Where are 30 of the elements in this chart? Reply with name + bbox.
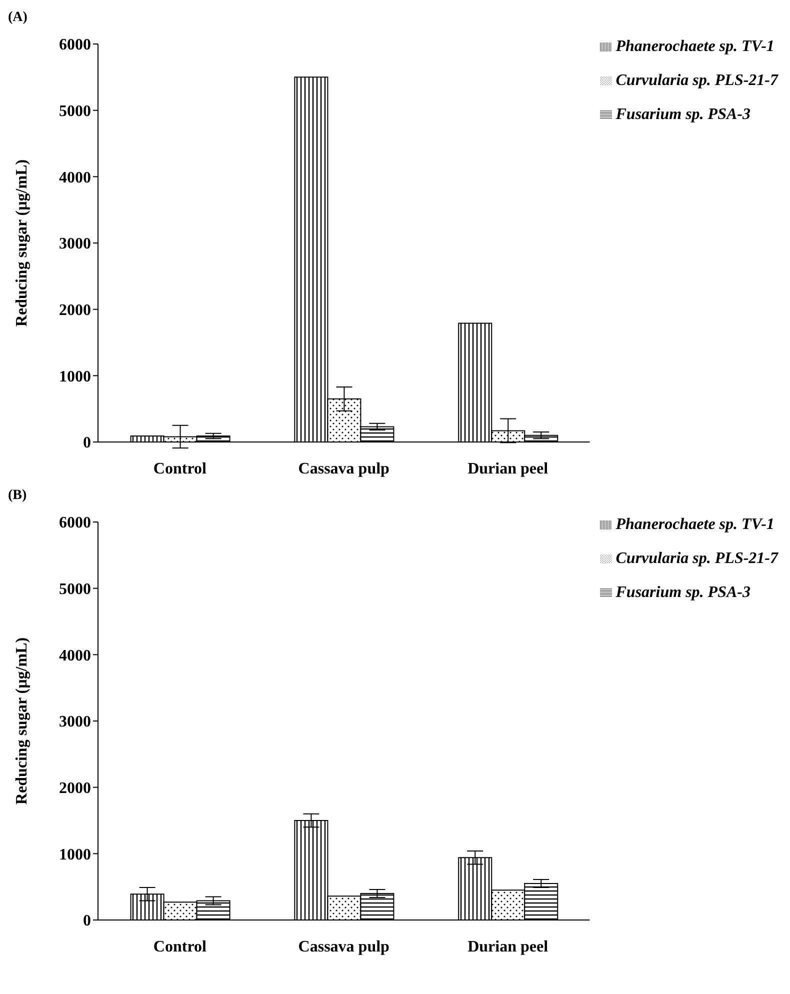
x-tick-label: Durian peel xyxy=(468,460,549,478)
y-tick-label: 1000 xyxy=(59,846,91,864)
y-axis-title: Reducing sugar (µg/mL) xyxy=(14,637,31,805)
legend-label: Curvularia sp. PLS-21-7 xyxy=(616,72,778,89)
y-tick-label: 3000 xyxy=(59,236,91,253)
y-tick-label: 0 xyxy=(83,434,91,452)
y-tick-label: 6000 xyxy=(59,514,91,532)
y-axis-title: Reducing sugar (µg/mL) xyxy=(14,159,31,327)
y-tick-label: 2000 xyxy=(59,302,91,320)
y-tick-label: 6000 xyxy=(59,36,91,54)
y-tick-label: 2000 xyxy=(59,780,91,798)
chart-title: (A) xyxy=(8,10,28,26)
y-tick-label: 3000 xyxy=(59,714,91,731)
y-tick-label: 5000 xyxy=(59,581,91,598)
legend-label: Curvularia sp. PLS-21-7 xyxy=(616,550,778,567)
y-tick-label: 4000 xyxy=(59,647,91,664)
legend-label: Phanerochaete sp. TV-1 xyxy=(616,38,774,55)
y-tick-label: 4000 xyxy=(59,169,91,186)
y-tick-label: 5000 xyxy=(59,103,91,120)
legend-label: Phanerochaete sp. TV-1 xyxy=(616,516,774,533)
x-tick-label: Control xyxy=(153,460,208,478)
legend-label: Fusarium sp. PSA-3 xyxy=(616,106,750,123)
y-tick-label: 0 xyxy=(83,912,91,930)
x-tick-label: Cassava pulp xyxy=(298,938,390,956)
y-tick-label: 1000 xyxy=(59,368,91,386)
chart-title: (B) xyxy=(8,488,27,504)
x-tick-label: Cassava pulp xyxy=(298,460,390,478)
legend-label: Fusarium sp. PSA-3 xyxy=(616,584,750,601)
x-tick-label: Control xyxy=(153,938,208,956)
x-tick-label: Durian peel xyxy=(468,938,549,956)
